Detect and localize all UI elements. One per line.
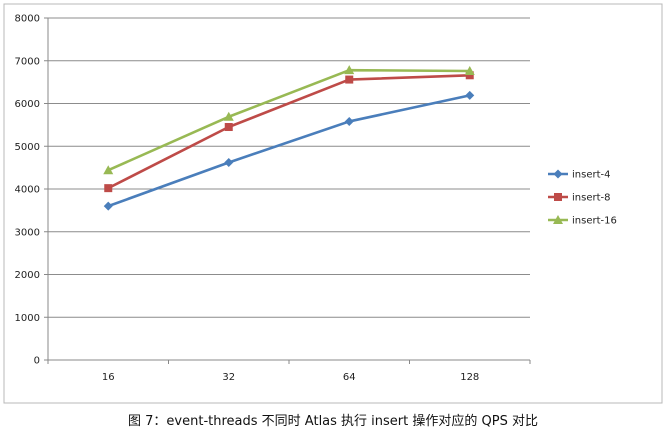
x-tick-label: 32 — [222, 372, 235, 383]
series-line-insert-4 — [107, 94, 471, 208]
legend-label-insert-16: insert-16 — [572, 216, 617, 227]
chart-border — [3, 3, 663, 404]
legend-label-insert-8: insert-8 — [572, 193, 610, 204]
data-point-insert-16 — [344, 65, 355, 75]
legend-marker-insert-16 — [553, 215, 563, 224]
x-tick-label: 64 — [343, 372, 356, 383]
series-line-insert-8 — [107, 73, 470, 190]
y-tick-label: 2000 — [15, 270, 40, 281]
data-point-insert-4 — [224, 157, 234, 167]
data-point-insert-8 — [465, 71, 474, 80]
y-tick-label: 0 — [34, 356, 40, 367]
legend-label-insert-4: insert-4 — [572, 170, 610, 181]
data-point-insert-16 — [223, 111, 234, 121]
series-line-insert-16 — [107, 68, 470, 172]
line-chart: 0 1000 2000 3000 4000 5000 6000 7000 8000 16 32 64 1… — [3, 3, 663, 404]
x-tick-label: 16 — [102, 372, 115, 383]
y-tick-label: 7000 — [15, 56, 40, 67]
y-tick-label: 8000 — [15, 14, 40, 25]
figure-caption: 图 7：event-threads 不同时 Atlas 执行 insert 操作… — [128, 414, 538, 429]
data-point-insert-4 — [103, 201, 113, 211]
data-point-insert-16 — [103, 165, 114, 175]
legend-marker-insert-8 — [554, 193, 562, 201]
data-point-insert-8 — [345, 75, 354, 84]
y-tick-label: 1000 — [15, 313, 40, 324]
data-point-insert-4 — [344, 116, 354, 126]
x-tick-label: 128 — [460, 372, 479, 383]
y-tick-label: 6000 — [15, 99, 40, 110]
data-point-insert-4 — [465, 90, 475, 100]
y-tick-label: 5000 — [15, 142, 40, 153]
legend-marker-insert-4 — [553, 169, 563, 179]
data-point-insert-8 — [104, 184, 113, 193]
y-tick-label: 4000 — [15, 185, 40, 196]
y-tick-label: 3000 — [15, 227, 40, 238]
data-point-insert-16 — [464, 66, 475, 76]
data-point-insert-8 — [224, 123, 233, 132]
